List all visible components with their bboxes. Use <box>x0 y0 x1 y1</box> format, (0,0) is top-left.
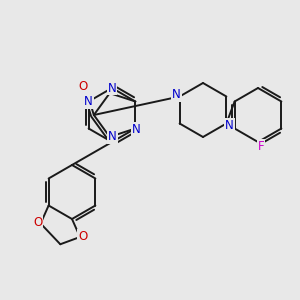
Text: N: N <box>225 119 234 132</box>
Text: O: O <box>78 230 88 242</box>
Text: O: O <box>33 216 42 229</box>
Text: O: O <box>79 80 88 93</box>
Text: N: N <box>132 123 141 136</box>
Text: N: N <box>108 82 116 94</box>
Text: N: N <box>172 88 181 101</box>
Text: N: N <box>108 130 117 143</box>
Text: N: N <box>84 95 93 108</box>
Text: F: F <box>258 140 264 152</box>
